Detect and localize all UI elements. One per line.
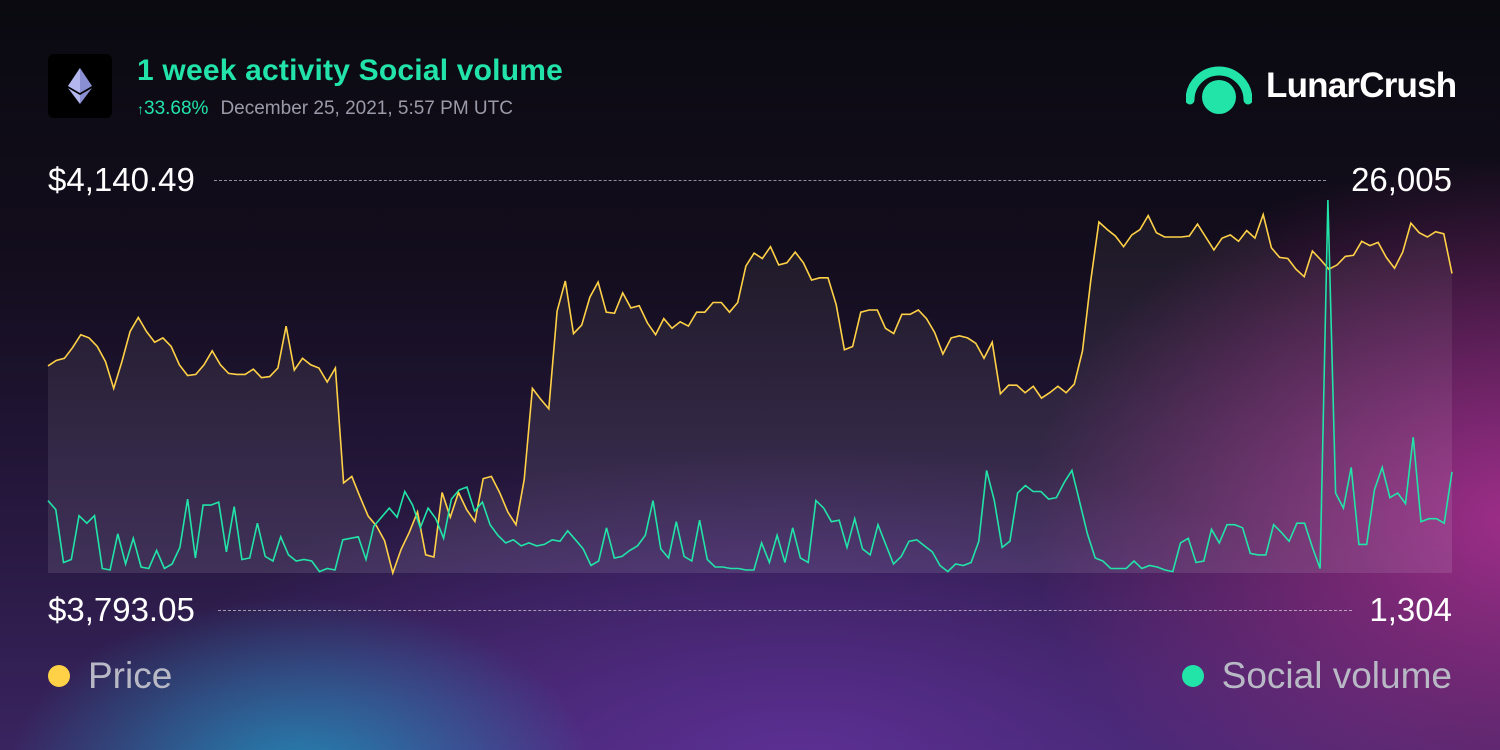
up-arrow-icon: ↑: [137, 101, 144, 117]
brand-name: LunarCrush: [1266, 66, 1457, 105]
legend-social: Social volume: [1181, 655, 1452, 697]
change-value: ↑33.68%: [137, 98, 209, 119]
price-max-label: $4,140.49: [48, 161, 195, 198]
page-title: 1 week activity Social volume: [137, 54, 564, 87]
price-area: [48, 214, 1452, 573]
social-max-label: 26,005: [1351, 161, 1452, 198]
social-min-label: 1,304: [1369, 591, 1452, 628]
top-gridline: [214, 180, 1326, 181]
price-min-label: $3,793.05: [48, 591, 195, 628]
price-swatch-icon: [48, 665, 70, 687]
lunarcrush-logo-icon: [1186, 66, 1252, 114]
bottom-gridline: [218, 610, 1352, 611]
social-swatch-icon: [1181, 665, 1204, 687]
timestamp: December 25, 2021, 5:57 PM UTC: [220, 98, 513, 119]
subtitle: ↑33.68% December 25, 2021, 5:57 PM UTC: [137, 98, 513, 120]
legend-price-label: Price: [88, 655, 173, 696]
legend-social-label: Social volume: [1221, 655, 1452, 696]
social-series-line: [47, 199, 1453, 573]
price-series-line: [47, 211, 1453, 576]
ethereum-icon: [68, 68, 92, 104]
legend-price: Price: [48, 655, 172, 697]
coin-logo: [48, 54, 112, 118]
